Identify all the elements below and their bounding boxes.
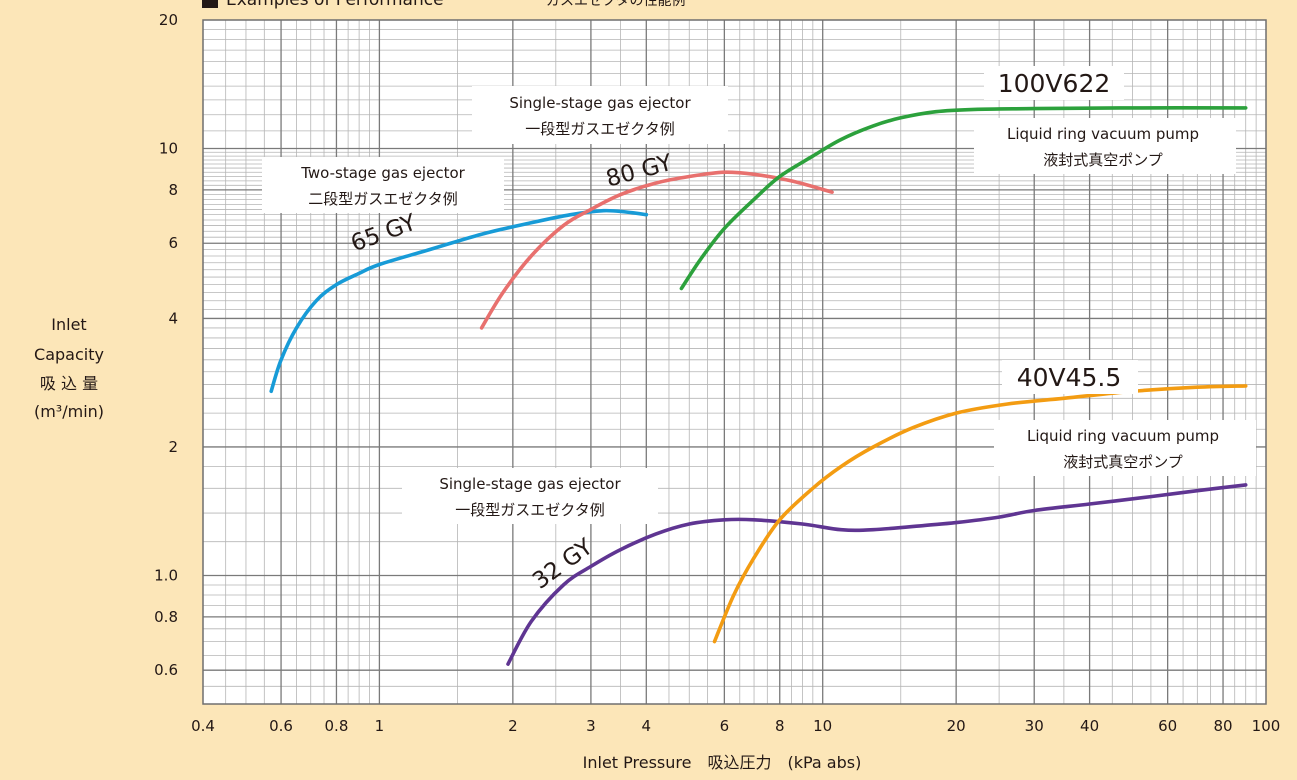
y-tick-label: 10	[159, 140, 178, 158]
x-tick-label: 2	[508, 717, 518, 735]
annotation-box-single-stage-bottom: Single-stage gas ejector 一段型ガスエゼクタ例	[402, 468, 658, 524]
annotation-box-line: 液封式真空ポンプ	[1043, 151, 1163, 169]
y-tick-label: 0.6	[154, 661, 178, 679]
model-label-text: 100V622	[998, 69, 1111, 98]
annotation-box-two-stage: Two-stage gas ejector 二段型ガスエゼクタ例	[262, 157, 504, 213]
y-tick-label: 8	[168, 181, 178, 199]
plot-frame	[202, 19, 1267, 705]
annotation-box-line: Liquid ring vacuum pump	[1027, 427, 1219, 445]
x-tick-label: 8	[775, 717, 785, 735]
y-axis-label-line-4: (m³/min)	[34, 402, 104, 421]
series-line-32-gy	[506, 483, 1248, 666]
annotation-box-line: 液封式真空ポンプ	[1063, 453, 1183, 471]
chart-title-jp: ガスエゼクタの性能例	[546, 0, 685, 9]
series-line-80-gy	[479, 170, 834, 330]
major-grid	[203, 20, 1266, 704]
x-tick-label: 1	[375, 717, 385, 735]
y-axis-label-line-2: Capacity	[34, 345, 104, 364]
annotation-box-liquid-ring-top: Liquid ring vacuum pump 液封式真空ポンプ	[974, 118, 1236, 174]
x-tick-label: 60	[1158, 717, 1177, 735]
annotation-box-single-stage-top: Single-stage gas ejector 一段型ガスエゼクタ例	[472, 86, 728, 144]
annotation-box-line: 一段型ガスエゼクタ例	[525, 120, 674, 138]
y-tick-label: 2	[168, 438, 178, 456]
x-tick-label: 100	[1252, 717, 1281, 735]
series-line-100v622	[679, 106, 1248, 291]
x-tick-label: 40	[1080, 717, 1099, 735]
x-axis-label: Inlet Pressure 吸込圧力 (kPa abs)	[583, 753, 862, 772]
series-line-65-gy	[269, 208, 649, 394]
model-label-40v45: 40V45.5	[1002, 360, 1138, 394]
tick-labels: 0.4 0.6 0.8 1 2 3 4 6 8 10 20 30 40 60 80 100 0.6 0.8 1.0 2…	[154, 11, 1280, 735]
annotation-box-line: 二段型ガスエゼクタ例	[308, 190, 457, 208]
x-tick-label: 20	[947, 717, 966, 735]
annotation-box-line: Single-stage gas ejector	[439, 475, 621, 493]
annotation-box-line: 一段型ガスエゼクタ例	[455, 501, 604, 519]
y-axis-label-line-1: Inlet	[51, 315, 86, 334]
x-tick-label: 30	[1025, 717, 1044, 735]
model-label-text: 40V45.5	[1017, 363, 1122, 392]
chart-title: Examples of Performance	[226, 0, 444, 10]
y-tick-label: 6	[168, 234, 178, 252]
x-tick-label: 0.6	[269, 717, 293, 735]
y-axis-label-line-3: 吸 込 量	[40, 374, 98, 393]
y-tick-label: 0.8	[154, 608, 178, 626]
annotation-box-line: Two-stage gas ejector	[300, 164, 465, 182]
title-square-icon	[202, 0, 218, 8]
model-label-100v622: 100V622	[984, 66, 1124, 100]
x-tick-label: 0.8	[325, 717, 349, 735]
x-tick-label: 3	[586, 717, 596, 735]
x-tick-label: 10	[813, 717, 832, 735]
minor-grid	[203, 20, 1266, 704]
x-tick-label: 0.4	[191, 717, 215, 735]
y-tick-label: 20	[159, 11, 178, 29]
x-tick-label: 6	[720, 717, 730, 735]
annotation-box-line: Liquid ring vacuum pump	[1007, 125, 1199, 143]
x-tick-label: 4	[642, 717, 652, 735]
annotation-box-line: Single-stage gas ejector	[509, 94, 691, 112]
y-tick-label: 1.0	[154, 566, 178, 584]
x-tick-label: 80	[1213, 717, 1232, 735]
annotation-box-liquid-ring-bottom: Liquid ring vacuum pump 液封式真空ポンプ	[994, 420, 1256, 476]
y-tick-label: 4	[168, 309, 178, 327]
